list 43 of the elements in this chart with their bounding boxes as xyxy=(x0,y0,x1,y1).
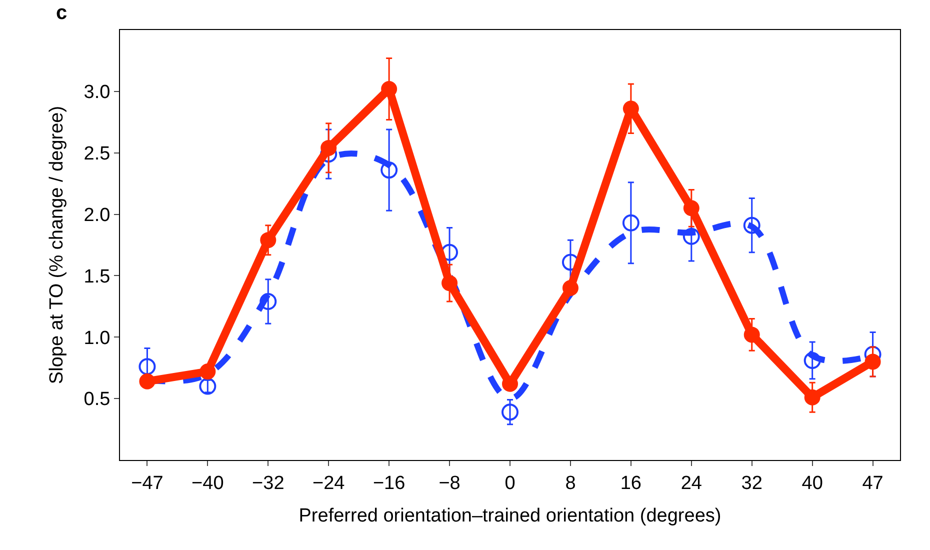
x-tick-label: −32 xyxy=(252,472,284,494)
point xyxy=(138,358,156,376)
x-tick-label: 47 xyxy=(862,472,884,494)
y-tick-label: 1.5 xyxy=(84,266,110,288)
point xyxy=(139,373,156,390)
x-tick-label: −24 xyxy=(312,472,346,494)
point xyxy=(442,275,458,292)
point xyxy=(804,389,820,406)
x-tick-label: 0 xyxy=(504,472,516,494)
text: c xyxy=(56,2,68,24)
x-tick-label: 8 xyxy=(565,472,576,494)
x-tick-label: −40 xyxy=(192,472,224,494)
point xyxy=(682,228,700,245)
point xyxy=(502,376,518,392)
x-tick-label: 40 xyxy=(802,472,823,494)
y-tick-label: 0.5 xyxy=(84,389,110,410)
point xyxy=(381,80,398,97)
point xyxy=(864,354,881,370)
point xyxy=(744,326,760,343)
point xyxy=(380,162,398,179)
y-tick-label: 1.0 xyxy=(84,328,110,349)
y-tick-label: 2.0 xyxy=(84,204,110,226)
x-tick-label: 16 xyxy=(620,472,642,494)
point xyxy=(743,216,760,234)
y-tick-label: 3.0 xyxy=(84,82,110,104)
point xyxy=(804,352,821,369)
point xyxy=(562,280,578,296)
x-axis-title: Preferred orientation–trained orientation (degrees) xyxy=(298,506,722,527)
point xyxy=(260,293,277,310)
x-tick-label: −8 xyxy=(438,472,460,494)
point xyxy=(683,200,700,216)
y-tick-label: 2.5 xyxy=(84,144,110,165)
point xyxy=(320,140,337,156)
point xyxy=(622,214,640,232)
x-tick-label: −16 xyxy=(372,472,406,494)
x-tick-label: 32 xyxy=(741,472,762,494)
x-tick-label: −47 xyxy=(131,472,164,494)
x-tick-label: 24 xyxy=(680,472,702,494)
point xyxy=(502,404,518,421)
y-axis-title: Slope at TO (% change / degree) xyxy=(46,106,68,384)
point xyxy=(200,364,216,380)
point xyxy=(199,378,216,395)
point xyxy=(260,232,276,248)
